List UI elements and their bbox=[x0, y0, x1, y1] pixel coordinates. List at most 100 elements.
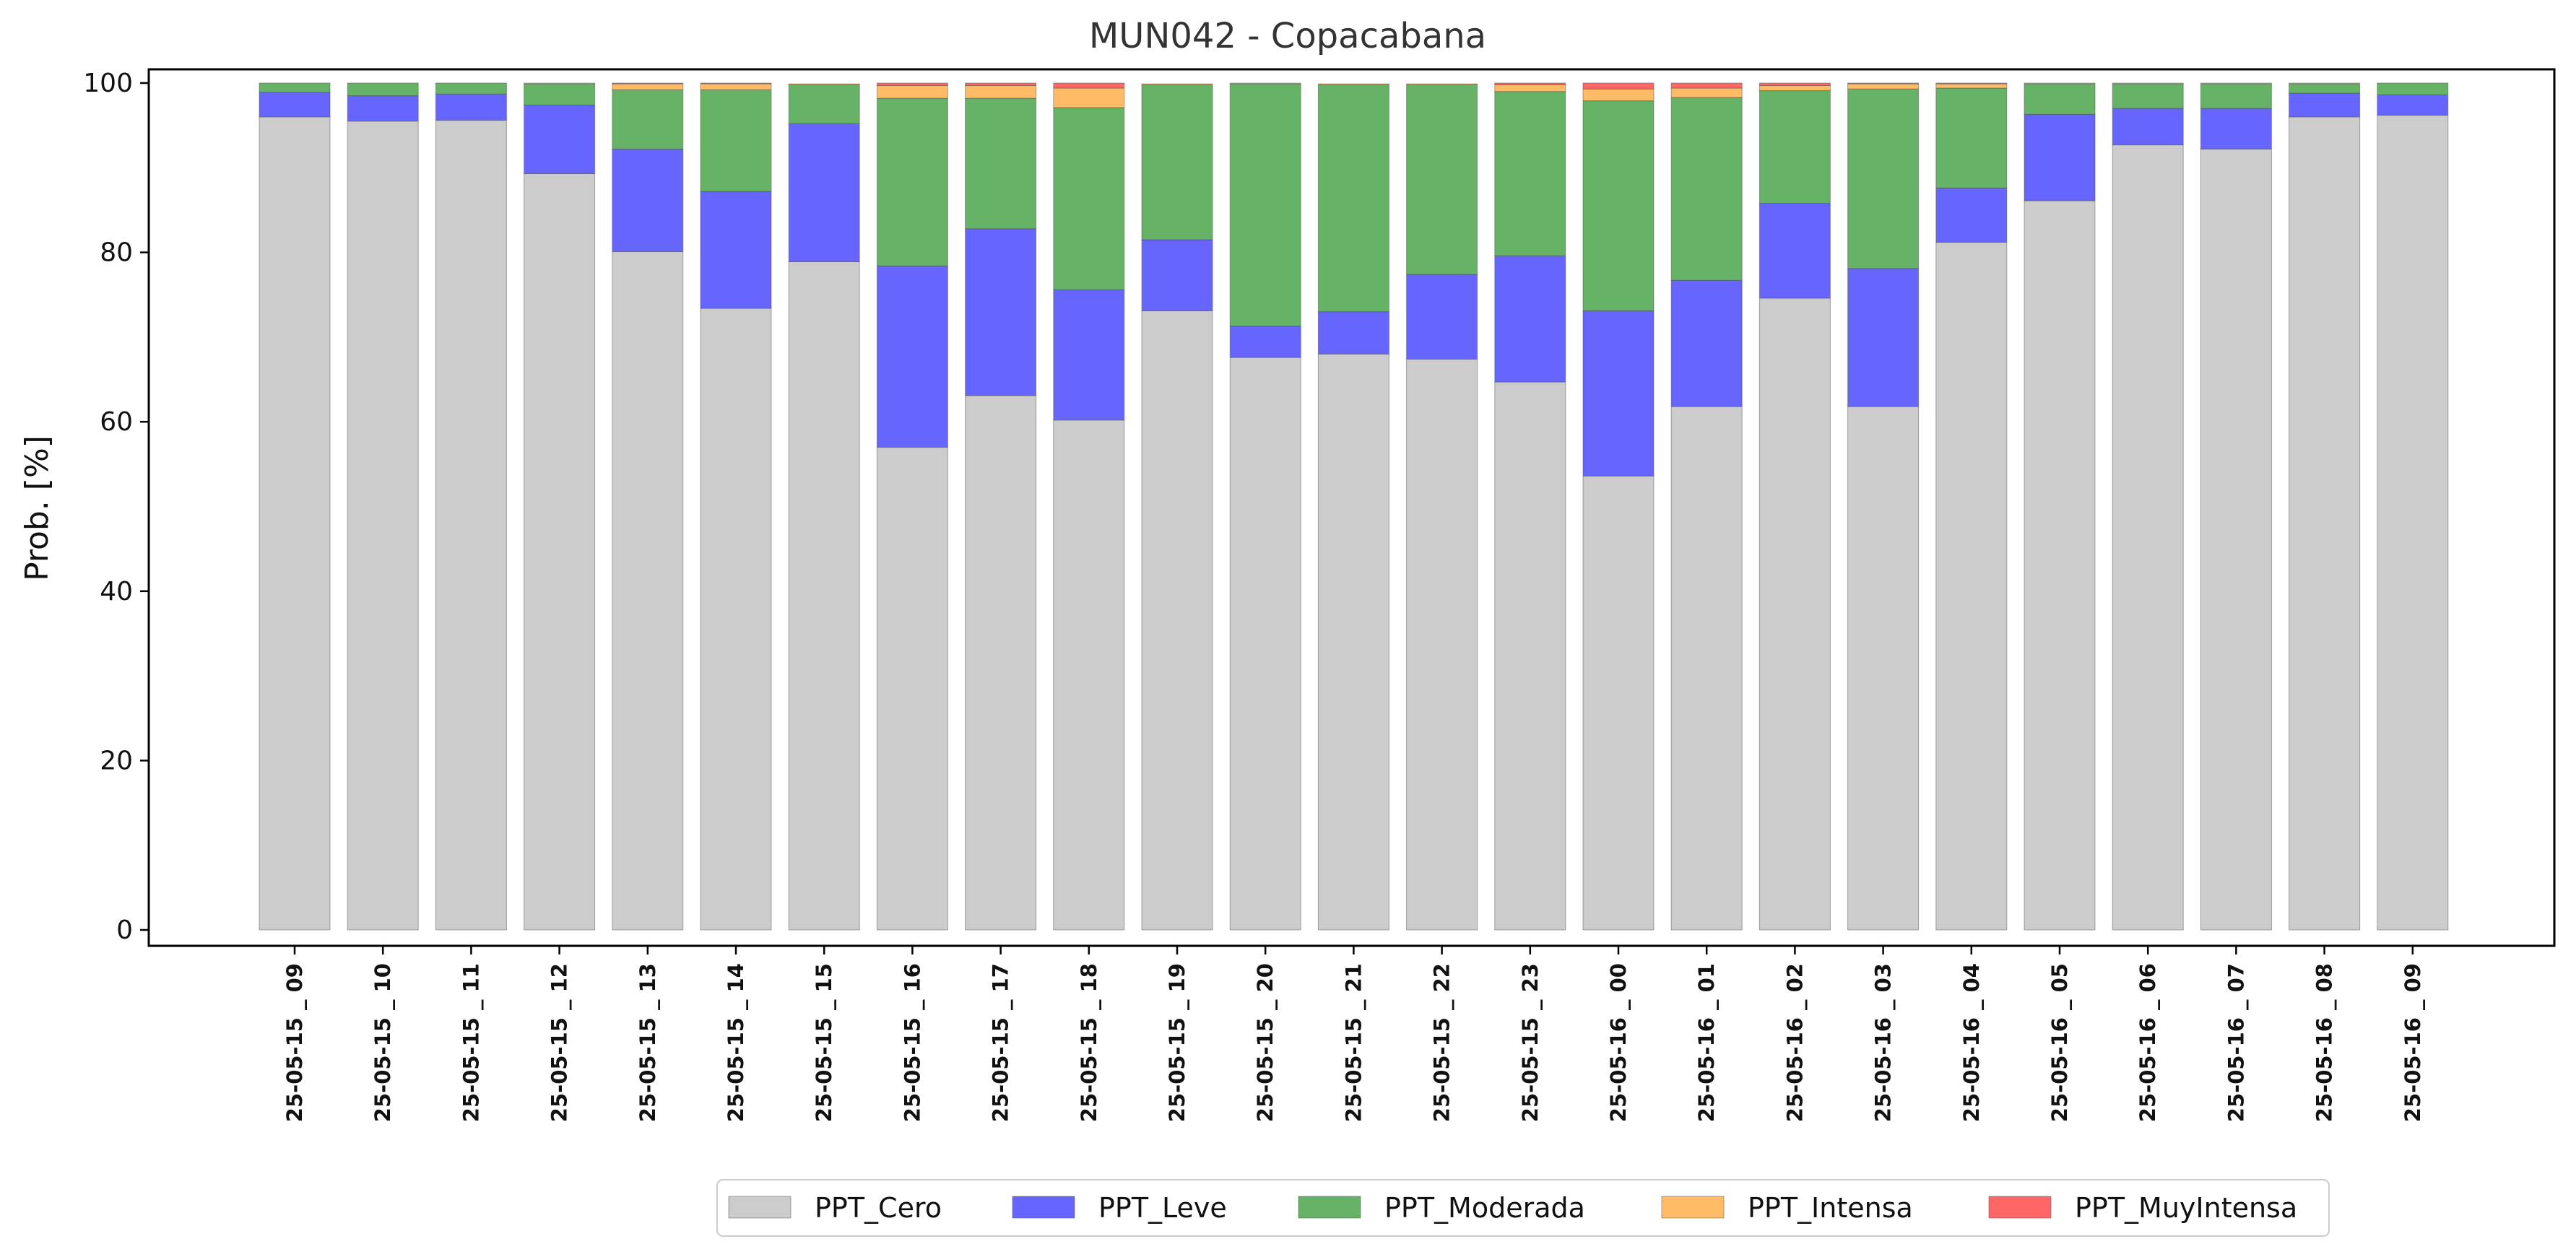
bar-segment-ppt-leve bbox=[1317, 311, 1389, 355]
x-tick-label: 25-05-16 _ 04 bbox=[1959, 963, 1984, 1122]
bar-segment-ppt-cero bbox=[347, 121, 419, 931]
x-tick-label: 25-05-15 _ 10 bbox=[370, 963, 395, 1122]
legend-swatch bbox=[1661, 1196, 1725, 1219]
x-tick-label: 25-05-15 _ 23 bbox=[1518, 963, 1543, 1122]
bar-segment-ppt-leve bbox=[1935, 187, 2008, 243]
bar-segment-ppt-intensa bbox=[2200, 82, 2272, 84]
legend-swatch bbox=[1298, 1196, 1361, 1219]
legend-label: PPT_Leve bbox=[1098, 1192, 1227, 1224]
y-tick-label: 80 bbox=[100, 238, 133, 268]
x-tick-label: 25-05-16 _ 02 bbox=[1782, 963, 1807, 1122]
bar-segment-ppt-moderada bbox=[1582, 100, 1655, 312]
x-tick-label: 25-05-16 _ 09 bbox=[2401, 963, 2425, 1122]
bar-segment-ppt-intensa bbox=[612, 83, 684, 90]
x-tick-label: 25-05-16 _ 05 bbox=[2047, 963, 2072, 1122]
bar-segment-ppt-cero bbox=[2289, 116, 2361, 931]
bar-segment-ppt-moderada bbox=[2377, 82, 2449, 95]
x-tick-label: 25-05-15 _ 09 bbox=[282, 963, 307, 1122]
y-tick-label: 60 bbox=[100, 407, 133, 437]
x-tick-label: 25-05-15 _ 16 bbox=[900, 963, 924, 1122]
bar-segment-ppt-cero bbox=[435, 120, 507, 931]
legend-swatch bbox=[728, 1196, 792, 1219]
bar-segment-ppt-intensa bbox=[1758, 85, 1831, 92]
bar-segment-ppt-leve bbox=[1582, 310, 1655, 477]
bar-segment-ppt-moderada bbox=[524, 83, 596, 105]
bar-segment-ppt-leve bbox=[435, 93, 507, 121]
bar-segment-ppt-moderada bbox=[1317, 84, 1389, 313]
x-tick-label: 25-05-16 _ 07 bbox=[2224, 963, 2248, 1122]
bar-segment-ppt-muyintensa bbox=[1935, 82, 2008, 84]
bar-segment-ppt-muyintensa bbox=[965, 82, 1037, 87]
bar-segment-ppt-cero bbox=[1670, 406, 1743, 931]
bar-segment-ppt-cero bbox=[1317, 353, 1389, 931]
legend-label: PPT_MuyIntensa bbox=[2075, 1192, 2297, 1224]
bar-segment-ppt-moderada bbox=[876, 97, 948, 266]
x-tick-label: 25-05-15 _ 12 bbox=[547, 963, 572, 1122]
legend-frame bbox=[716, 1179, 2330, 1237]
bar-segment-ppt-cero bbox=[1494, 381, 1566, 931]
x-tick-label: 25-05-15 _ 11 bbox=[459, 963, 483, 1122]
x-tick-label: 25-05-15 _ 20 bbox=[1253, 963, 1278, 1122]
bar-segment-ppt-intensa bbox=[524, 82, 596, 84]
bar-segment-ppt-moderada bbox=[1847, 88, 1920, 269]
x-axis-ticks: 25-05-15 _ 09 25-05-15 _ 10 25-05-15 _ 11 2… bbox=[282, 946, 2425, 1122]
legend-label: PPT_Cero bbox=[815, 1192, 942, 1224]
bar-segment-ppt-moderada bbox=[2289, 83, 2361, 94]
bar-segment-ppt-intensa bbox=[2112, 82, 2184, 84]
bar-segment-ppt-muyintensa bbox=[1582, 82, 1655, 90]
bar-segment-ppt-cero bbox=[876, 446, 948, 931]
bar-segment-ppt-leve bbox=[1053, 289, 1125, 421]
bar-segment-ppt-moderada bbox=[2024, 83, 2096, 115]
bar-segment-ppt-leve bbox=[1229, 326, 1301, 358]
legend-swatch bbox=[1988, 1196, 2052, 1219]
bar-segment-ppt-muyintensa bbox=[1670, 82, 1743, 89]
legend: PPT_Cero PPT_Leve PPT_Moderada PPT_Intensa P… bbox=[716, 1179, 2330, 1237]
bar-segment-ppt-intensa bbox=[2289, 82, 2361, 84]
bar-segment-ppt-muyintensa bbox=[1758, 82, 1831, 87]
bar-segment-ppt-muyintensa bbox=[700, 82, 772, 84]
bar-segment-ppt-muyintensa bbox=[1847, 82, 1920, 84]
bar-segment-ppt-intensa bbox=[876, 85, 948, 99]
bar-segment-ppt-moderada bbox=[1935, 87, 2008, 188]
x-tick-label: 25-05-16 _ 03 bbox=[1871, 963, 1896, 1122]
bar-segment-ppt-intensa bbox=[1053, 87, 1125, 108]
chart-title: MUN042 - Copacabana bbox=[1089, 16, 1486, 56]
bar-segment-ppt-muyintensa bbox=[876, 82, 948, 87]
bar-segment-ppt-moderada bbox=[1758, 90, 1831, 204]
y-tick-label: 0 bbox=[116, 915, 133, 945]
x-tick-label: 25-05-16 _ 08 bbox=[2312, 963, 2337, 1122]
bar-segment-ppt-intensa bbox=[1670, 87, 1743, 98]
bar-segment-ppt-cero bbox=[1053, 419, 1125, 931]
y-axis-ticks: 0 20 40 60 80 100 bbox=[83, 69, 149, 945]
bar-segment-ppt-cero bbox=[788, 261, 860, 931]
bar-segment-ppt-intensa bbox=[1494, 84, 1566, 92]
bar-segment-ppt-leve bbox=[1670, 279, 1743, 407]
bar-segment-ppt-leve bbox=[876, 265, 948, 448]
bar-segment-ppt-cero bbox=[612, 251, 684, 931]
bar-segment-ppt-cero bbox=[1406, 358, 1478, 931]
bar-segment-ppt-moderada bbox=[1141, 84, 1213, 240]
bar-segment-ppt-moderada bbox=[965, 97, 1037, 230]
bar-segment-ppt-cero bbox=[1229, 357, 1301, 931]
legend-label: PPT_Moderada bbox=[1384, 1192, 1585, 1224]
x-tick-label: 25-05-15 _ 13 bbox=[636, 963, 660, 1122]
bar-segment-ppt-cero bbox=[2112, 144, 2184, 931]
bar-segment-ppt-intensa bbox=[1229, 82, 1301, 84]
bar-segment-ppt-cero bbox=[259, 116, 331, 931]
bar-segment-ppt-moderada bbox=[435, 82, 507, 95]
bar-segment-ppt-leve bbox=[1494, 255, 1566, 383]
bar-segment-ppt-moderada bbox=[1670, 97, 1743, 281]
bar-segment-ppt-intensa bbox=[965, 85, 1037, 99]
bar-segment-ppt-leve bbox=[259, 92, 331, 118]
bar-segment-ppt-moderada bbox=[1494, 91, 1566, 256]
x-tick-label: 25-05-15 _ 21 bbox=[1341, 963, 1366, 1122]
bar-segment-ppt-cero bbox=[1935, 242, 2008, 931]
bar-segment-ppt-leve bbox=[2200, 108, 2272, 149]
bar-segment-ppt-leve bbox=[1758, 203, 1831, 299]
bar-segment-ppt-muyintensa bbox=[1494, 82, 1566, 85]
x-tick-label: 25-05-15 _ 17 bbox=[989, 963, 1013, 1122]
bar-segment-ppt-moderada bbox=[2112, 83, 2184, 109]
bar-segment-ppt-cero bbox=[1582, 475, 1655, 931]
x-tick-label: 25-05-16 _ 06 bbox=[2135, 963, 2160, 1122]
bar-segment-ppt-intensa bbox=[1582, 88, 1655, 102]
